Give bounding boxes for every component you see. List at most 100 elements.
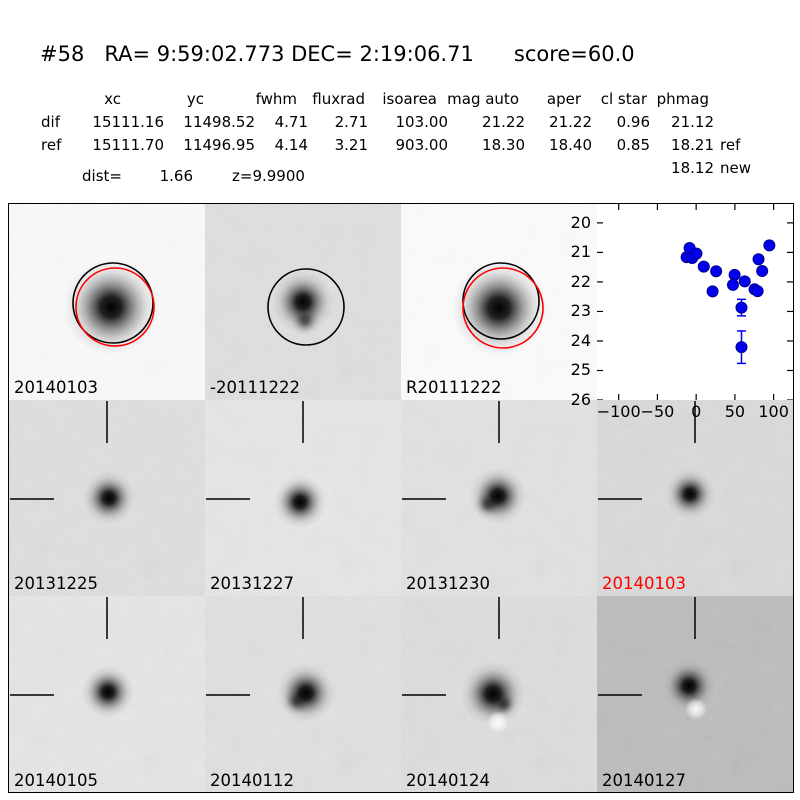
meta-header-phmag: phmag <box>656 90 709 108</box>
data-point <box>728 268 741 281</box>
meta-cell-ref-yc: 11496.95 <box>183 136 255 154</box>
stamp-image <box>9 400 205 596</box>
meta-header-cl-star: cl star <box>600 90 647 108</box>
candidate-title: #58 RA= 9:59:02.773 DEC= 2:19:06.71 scor… <box>40 42 635 66</box>
x-axis-tick-label: −100 <box>596 402 641 421</box>
dist-value: 1.66 <box>159 167 193 185</box>
aperture-circle-red <box>462 267 544 349</box>
lightcurve-canvas <box>597 204 793 400</box>
negative-residual-spot <box>487 711 509 733</box>
meta-cell-dif-fwhm: 4.71 <box>274 113 308 131</box>
source-blob <box>665 469 715 519</box>
aperture-circle-red <box>75 267 155 347</box>
meta-cell-ref-cl-star: 0.85 <box>616 136 650 154</box>
y-axis-tick-label: 23 <box>570 301 591 321</box>
dist-label: dist= <box>82 167 122 185</box>
stamp-image <box>9 596 205 792</box>
stamp-grid: 20140103 -20111222 R20111222 20 21 22 23 24 25 26… <box>8 203 794 793</box>
y-axis-tick-label: 20 <box>570 212 591 232</box>
stamp-date-label: 20131227 <box>210 574 294 593</box>
stamp-date-label: 20140103 <box>602 574 686 593</box>
source-blob <box>276 663 336 723</box>
stamp-panel-20140127: 20140127 <box>597 596 793 792</box>
stamp-panel-20111222: -20111222 <box>205 204 401 400</box>
aperture-circle-black <box>267 268 345 346</box>
y-axis-tick-label: 21 <box>570 242 591 262</box>
source-blob <box>63 259 159 355</box>
stamp-date-label: 20131230 <box>406 574 490 593</box>
meta-extra-phmag-suffix: new <box>720 159 752 177</box>
stamp-panel-20140112: 20140112 <box>205 596 401 792</box>
source-blob <box>81 665 135 719</box>
meta-suffix-ref: ref <box>720 136 741 154</box>
stamp-panel-20140103: 20140103 <box>9 204 205 400</box>
y-axis-tick-label: 22 <box>570 271 591 291</box>
meta-cell-ref-aper: 18.40 <box>549 136 592 154</box>
meta-extra-phmag-value: 18.12 <box>671 159 714 177</box>
meta-header-yc: yc <box>186 90 204 108</box>
meta-cell-dif-isoarea: 103.00 <box>395 113 449 131</box>
data-point <box>763 239 776 252</box>
stamp-panel-20111222: R20111222 <box>401 204 597 400</box>
source-blob <box>662 659 716 713</box>
negative-residual-spot <box>685 698 707 720</box>
meta-header-aper: aper <box>546 90 581 108</box>
meta-header-xc: xc <box>104 90 121 108</box>
x-axis-tick-label: 0 <box>691 402 702 421</box>
stamp-panel-20140124: 20140124 <box>401 596 597 792</box>
source-blob <box>451 260 547 356</box>
stamp-panel-20140105: 20140105 <box>9 596 205 792</box>
meta-cell-ref-fluxrad: 3.21 <box>334 136 368 154</box>
meta-header-fluxrad: fluxrad <box>312 90 365 108</box>
stamp-date-label: 20140127 <box>602 771 686 790</box>
stamp-image <box>401 400 597 596</box>
meta-cell-dif-cl-star: 0.96 <box>616 113 650 131</box>
y-axis-tick-label: 24 <box>570 330 591 350</box>
meta-row-label-dif: dif <box>41 113 60 131</box>
meta-header-mag-auto: mag auto <box>447 90 519 108</box>
source-blob <box>460 661 526 727</box>
meta-cell-dif-yc: 11498.52 <box>183 113 255 131</box>
x-axis-tick-label: −50 <box>640 402 675 421</box>
data-point <box>690 247 703 260</box>
data-point <box>735 301 748 314</box>
meta-cell-ref-xc: 15111.70 <box>92 136 164 154</box>
y-axis-tick-label: 25 <box>570 360 591 380</box>
z-value: z=9.9900 <box>232 167 305 185</box>
stamp-image <box>597 400 793 596</box>
data-point <box>706 285 719 298</box>
stamp-date-label: 20140124 <box>406 771 490 790</box>
meta-cell-dif-xc: 15111.16 <box>92 113 164 131</box>
stamp-image <box>401 596 597 792</box>
data-point <box>697 260 710 273</box>
data-point <box>710 265 723 278</box>
stamp-panel-20131227: 20131227 <box>205 400 401 596</box>
lightcurve-plot: 20 21 22 23 24 25 26 −100 −50 0 50 100 <box>571 204 793 420</box>
stamp-date-label: -20111222 <box>210 378 300 397</box>
data-point <box>751 285 764 298</box>
stamp-panel-20140103: 20140103 <box>597 400 793 596</box>
stamp-date-label: 20140103 <box>14 378 98 397</box>
meta-cell-ref-isoarea: 903.00 <box>395 136 449 154</box>
data-point <box>735 341 748 354</box>
stamp-panel-20131230: 20131230 <box>401 400 597 596</box>
source-blob <box>273 475 327 529</box>
stamp-date-label: R20111222 <box>406 378 502 397</box>
data-point <box>756 265 769 278</box>
data-point <box>726 278 739 291</box>
meta-cell-dif-phmag: 21.12 <box>671 113 714 131</box>
x-axis-tick-label: 100 <box>758 402 789 421</box>
data-point <box>752 253 765 266</box>
data-point <box>738 275 751 288</box>
stamp-date-label: 20140105 <box>14 771 98 790</box>
meta-header-isoarea: isoarea <box>382 90 437 108</box>
stamp-date-label: 20131225 <box>14 574 98 593</box>
stamp-date-label: 20140112 <box>210 771 294 790</box>
stamp-image <box>9 204 205 400</box>
meta-cell-dif-fluxrad: 2.71 <box>334 113 368 131</box>
meta-row-label-ref: ref <box>41 136 62 154</box>
meta-cell-ref-fwhm: 4.14 <box>274 136 308 154</box>
stamp-image <box>205 204 401 400</box>
aperture-circle-black <box>72 262 154 344</box>
x-axis-tick-label: 50 <box>724 402 746 421</box>
